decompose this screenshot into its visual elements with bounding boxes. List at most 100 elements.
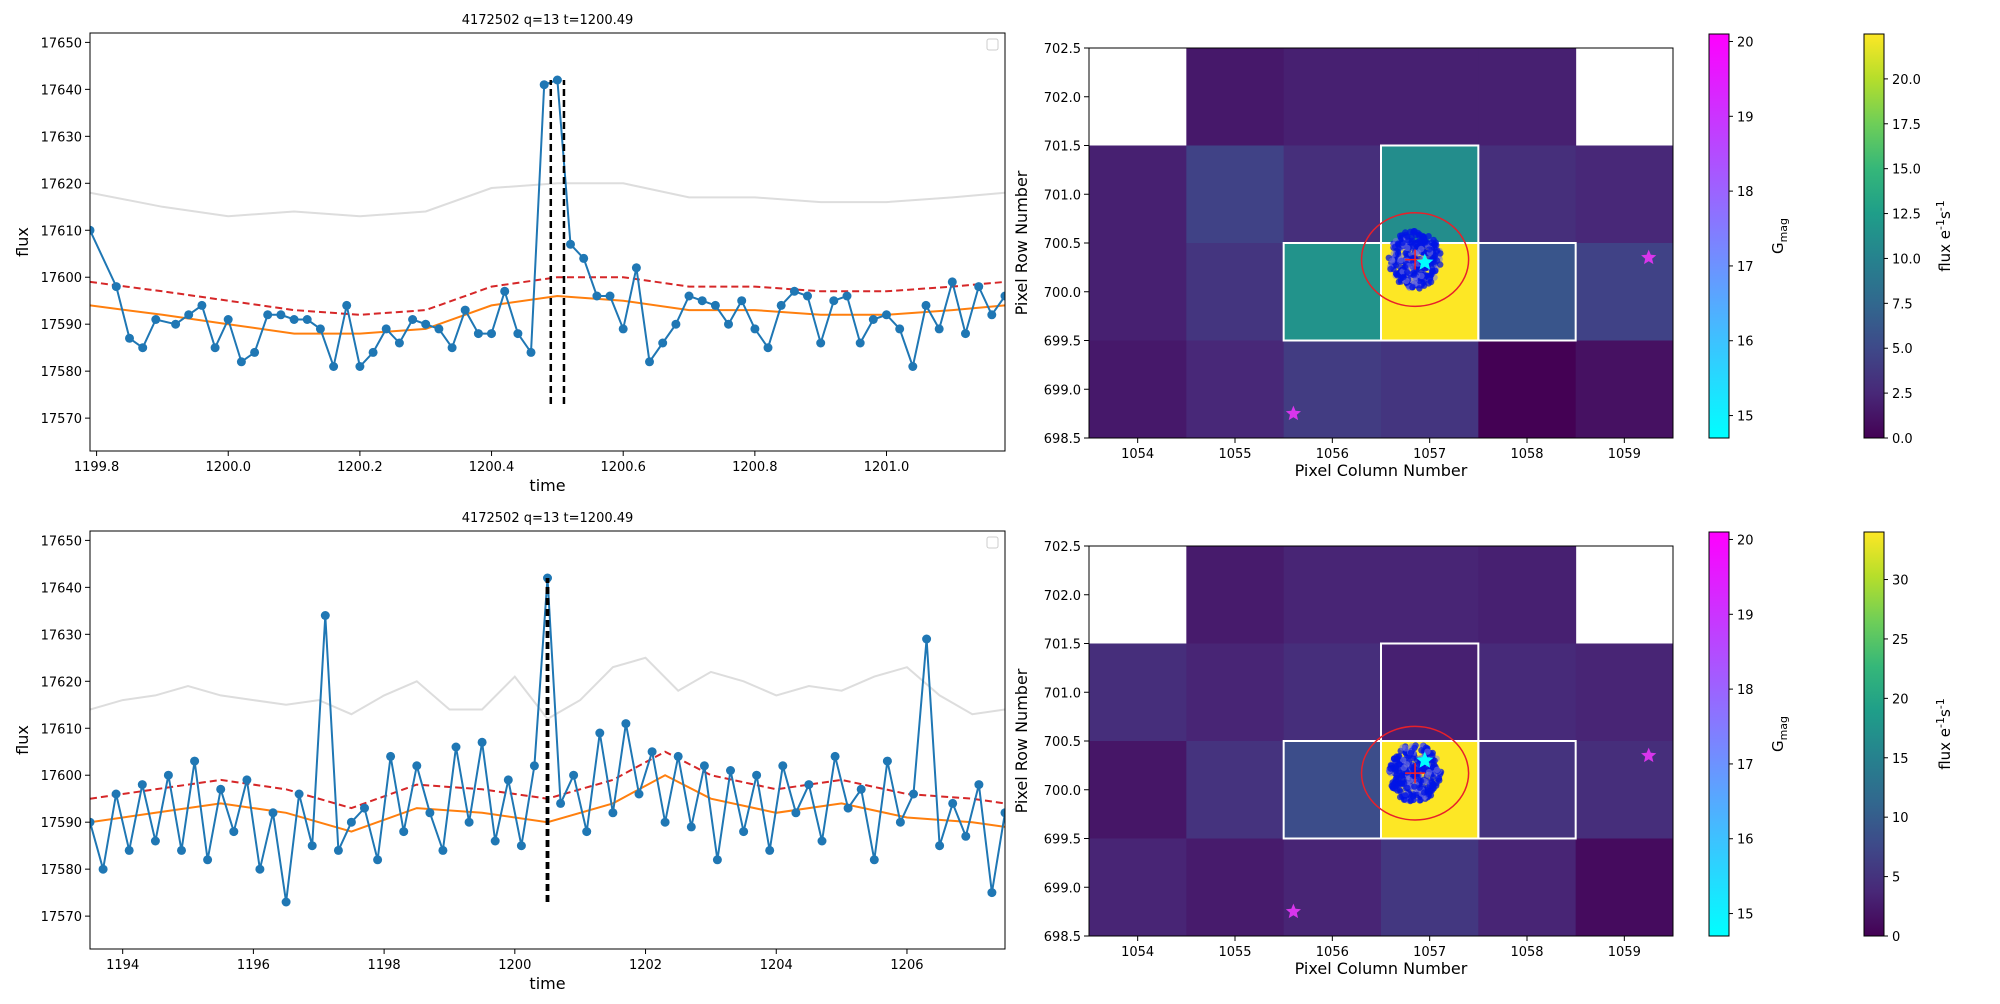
pixel-cell [1089,741,1187,839]
flux-point [1000,291,1005,301]
centroid-sample-point [1416,784,1423,791]
flux-point [791,808,801,818]
colorbar-tick-label: 18 [1737,185,1754,200]
flux-point [895,817,905,827]
flux-point [373,855,383,865]
flux-point [855,338,865,348]
flux-point [138,343,148,353]
flux-point [552,75,562,85]
centroid-sample-point [1420,279,1427,286]
centroid-sample-point [1392,765,1400,772]
colorbar-tick-label: 20 [1737,35,1754,50]
x-tick-label: 1200.8 [732,460,778,475]
centroid-sample-point [1410,270,1417,277]
flux-point [163,770,173,780]
flux-point [804,780,814,790]
flux-point [752,770,762,780]
flux-point [111,282,121,292]
pixel-cell [1381,48,1479,146]
flux-point [816,338,826,348]
y-tick-label: 17620 [41,177,82,192]
pixel-cell [1283,741,1382,839]
centroid-sample-point [1400,780,1408,787]
pixel-cell [1478,340,1577,439]
centroid-sample-point [1400,273,1407,281]
flux-point [803,291,812,301]
y-tick-label: 702.5 [1044,540,1081,555]
neighbor-star-marker [1641,747,1657,763]
flux-point [934,324,944,334]
flux-point [90,225,95,235]
chart-title: 4172502 q=13 t=1200.49 [462,511,634,526]
flux-point [216,784,226,794]
flux-point [605,291,615,301]
colorbar-tick-label: 2.5 [1892,387,1913,402]
flux-point [829,296,839,306]
x-tick-label: 1057 [1413,945,1446,960]
aperture-pixel-outline [1477,740,1577,840]
flux-point [329,362,339,371]
flux-point [922,634,932,644]
flux-point [342,300,352,310]
colorbar-tick-label: 18 [1737,683,1754,698]
x-tick-label: 1200.6 [600,460,646,475]
x-tick-label: 1056 [1316,945,1349,960]
flux-point [961,831,971,841]
axes-frame [89,32,1006,452]
flux-colorbar-label: flux e-1s-1 [1934,698,1954,770]
pixel-cell [1186,243,1285,341]
flux-point [618,324,628,334]
centroid-sample-point [1402,745,1410,752]
pixel-cell [1089,643,1187,742]
centroid-sample-point [1418,747,1425,754]
pixel-cell [1283,643,1382,742]
centroid-sample-point [1416,285,1423,292]
flux-point [503,775,513,785]
neighbor-star-marker [1641,249,1657,265]
colorbar-tick-label: 12.5 [1892,208,1921,223]
flux-point [438,845,448,855]
x-tick-label: 1200.4 [469,460,515,475]
y-tick-label: 700.5 [1044,237,1081,252]
flux-point [974,282,984,292]
flux-point [882,310,891,320]
flux-point [98,864,108,874]
centroid-sample-point [1401,792,1409,799]
flux-point [921,300,931,310]
trend-series-line [90,294,1005,335]
flux-point [763,343,773,353]
pixel-cell [1089,340,1187,439]
target-star-marker [1416,751,1434,768]
centroid-sample-point [1399,239,1406,246]
y-tick-label: 698.5 [1044,930,1081,945]
centroid-sample-point [1410,796,1417,804]
flux-point [307,841,317,851]
x-tick-label: 1196 [237,958,270,973]
y-tick-label: 702.0 [1044,589,1081,604]
flux-point [621,719,631,729]
centroid-sample-point [1429,268,1437,275]
flux-point [592,291,602,301]
flux-point [333,845,343,855]
pixel-cell [1283,546,1382,644]
centroid-sample-point [1425,768,1433,776]
flux-point [355,362,365,371]
flux-point [750,324,760,334]
flux-point [684,291,694,301]
axes-frame [89,530,1006,950]
y-tick-label: 700.0 [1044,784,1081,799]
flux-point [660,817,670,827]
gmag-colorbar [1708,531,1730,937]
x-tick-label: 1057 [1413,447,1446,462]
flux-point [726,766,735,775]
flux-point [346,817,356,827]
y-tick-label: 699.5 [1044,335,1081,350]
y-tick-label: 701.0 [1044,686,1081,701]
gmag-colorbar-label: Gmag [1769,218,1790,254]
flux-point [487,329,496,339]
flux-point [386,751,396,761]
colorbar-tick-label: 20 [1737,533,1754,548]
pixel-cell [1089,838,1187,937]
flux-point [302,315,312,324]
y-tick-label: 17610 [41,224,82,239]
